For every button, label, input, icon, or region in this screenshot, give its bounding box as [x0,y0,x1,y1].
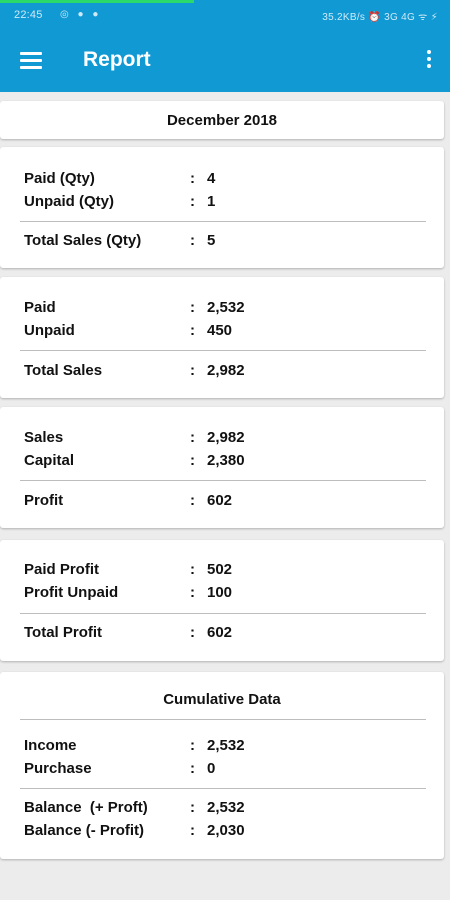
divider [20,613,426,614]
cumulative-heading: Cumulative Data [163,691,281,708]
divider [20,480,426,481]
row-label: Paid (Qty) [24,170,95,187]
row-label: Sales [24,429,64,446]
row-label: Balance (+ Proft) [24,799,148,816]
row-separator: : [190,737,195,754]
row-separator: : [190,584,195,601]
loading-progress-bar [0,0,194,3]
row-separator: : [190,232,195,249]
row-value: 450 [207,322,233,339]
row-label: Unpaid [24,322,75,339]
profit-card: Sales : 2,982 Capital : 2,380 Profit : 6… [0,407,444,528]
row-value: 2,532 [207,799,245,816]
row-value: 502 [207,561,233,578]
row-value: 4 [207,170,216,187]
row-value: 2,982 [207,429,245,446]
row-separator: : [190,561,195,578]
cumulative-card: Cumulative Data Income : 2,532 Purchase … [0,672,444,859]
app-bar: Report [0,30,450,92]
period-label: December 2018 [166,112,278,129]
notification-icons: ◎ ● ● [60,9,102,20]
row-label: Profit [24,492,64,509]
row-separator: : [190,193,195,210]
row-separator: : [190,492,195,509]
row-value: 0 [207,760,216,777]
row-separator: : [190,822,195,839]
row-label: Total Sales [24,362,103,379]
period-card: December 2018 [0,101,444,139]
status-indicators: 35.2KB/s ⏰ 3G 4G ᯤ ⚡ [322,12,438,23]
row-label: Capital [24,452,75,469]
row-separator: : [190,799,195,816]
row-label: Total Sales (Qty) [24,232,142,249]
sales-card: Paid : 2,532 Unpaid : 450 Total Sales : … [0,277,444,398]
row-label: Balance (- Profit) [24,822,145,839]
row-separator: : [190,362,195,379]
row-separator: : [190,429,195,446]
row-value: 2,532 [207,299,245,316]
row-value: 602 [207,492,233,509]
row-label: Profit Unpaid [24,584,119,601]
row-value: 1 [207,193,216,210]
row-value: 2,982 [207,362,245,379]
row-separator: : [190,170,195,187]
quantity-card: Paid (Qty) : 4 Unpaid (Qty) : 1 Total Sa… [0,147,444,268]
profit-split-card: Paid Profit : 502 Profit Unpaid : 100 To… [0,540,444,661]
divider [20,788,426,789]
row-separator: : [190,322,195,339]
row-label: Paid Profit [24,561,100,578]
row-separator: : [190,299,195,316]
hamburger-menu-icon[interactable] [20,52,44,70]
row-value: 2,380 [207,452,245,469]
status-time: 22:45 [14,9,43,21]
divider [20,350,426,351]
row-value: 2,030 [207,822,245,839]
row-label: Income [24,737,77,754]
divider [20,719,426,720]
more-options-icon[interactable] [426,50,432,72]
row-label: Paid [24,299,56,316]
row-separator: : [190,624,195,641]
row-value: 5 [207,232,216,249]
row-value: 2,532 [207,737,245,754]
row-label: Total Profit [24,624,103,641]
divider [20,221,426,222]
row-label: Purchase [24,760,92,777]
row-value: 100 [207,584,233,601]
row-value: 602 [207,624,233,641]
row-separator: : [190,760,195,777]
status-bar: 22:45 ◎ ● ● 35.2KB/s ⏰ 3G 4G ᯤ ⚡ [0,0,450,30]
row-separator: : [190,452,195,469]
page-title: Report [83,48,151,71]
row-label: Unpaid (Qty) [24,193,114,210]
